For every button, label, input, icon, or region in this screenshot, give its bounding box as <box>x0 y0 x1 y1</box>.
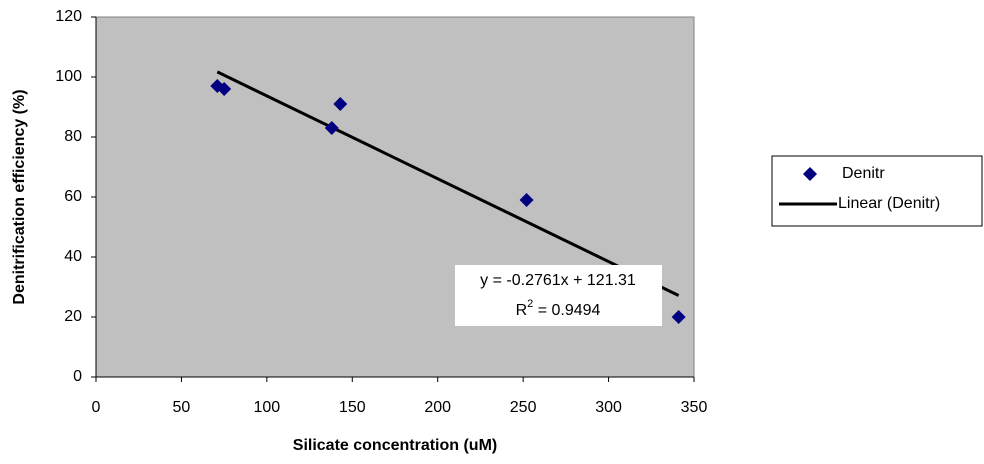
r-squared: R2 = 0.9494 <box>516 298 601 319</box>
y-tick-label: 60 <box>64 188 82 205</box>
legend-label: Denitr <box>842 165 885 182</box>
y-tick-label: 80 <box>64 128 82 145</box>
legend <box>771 155 983 227</box>
point <box>519 193 534 207</box>
x-tick-label: 300 <box>595 399 622 416</box>
r-value: = 0.9494 <box>533 302 600 319</box>
y-tick-label: 100 <box>55 68 82 85</box>
x-tick-label: 150 <box>339 399 366 416</box>
r-exponent: 2 <box>527 298 533 310</box>
marks <box>210 70 686 324</box>
r-symbol: R <box>516 302 528 319</box>
point <box>333 97 348 111</box>
x-tick-label: 100 <box>254 399 281 416</box>
legend-marker <box>803 167 817 181</box>
y-axis-title: Denitrification efficiency (%) <box>11 89 28 304</box>
x-tick-label: 350 <box>681 399 708 416</box>
equation-box <box>455 265 662 326</box>
y-tick-label: 40 <box>64 248 82 265</box>
point <box>324 121 339 135</box>
y-tick-label: 20 <box>64 308 82 325</box>
y-tick-label: 120 <box>55 8 82 25</box>
legend-label: Linear (Denitr) <box>838 195 940 212</box>
point <box>671 310 686 324</box>
x-tick-label: 0 <box>92 399 101 416</box>
x-tick-label: 250 <box>510 399 537 416</box>
x-axis-title: Silicate concentration (uM) <box>293 437 497 454</box>
y-tick-label: 0 <box>73 368 82 385</box>
trend-equation: y = -0.2761x + 121.31 <box>480 272 636 289</box>
x-tick-label: 50 <box>173 399 191 416</box>
trendline <box>216 70 680 297</box>
x-tick-label: 200 <box>424 399 451 416</box>
point <box>217 82 232 96</box>
